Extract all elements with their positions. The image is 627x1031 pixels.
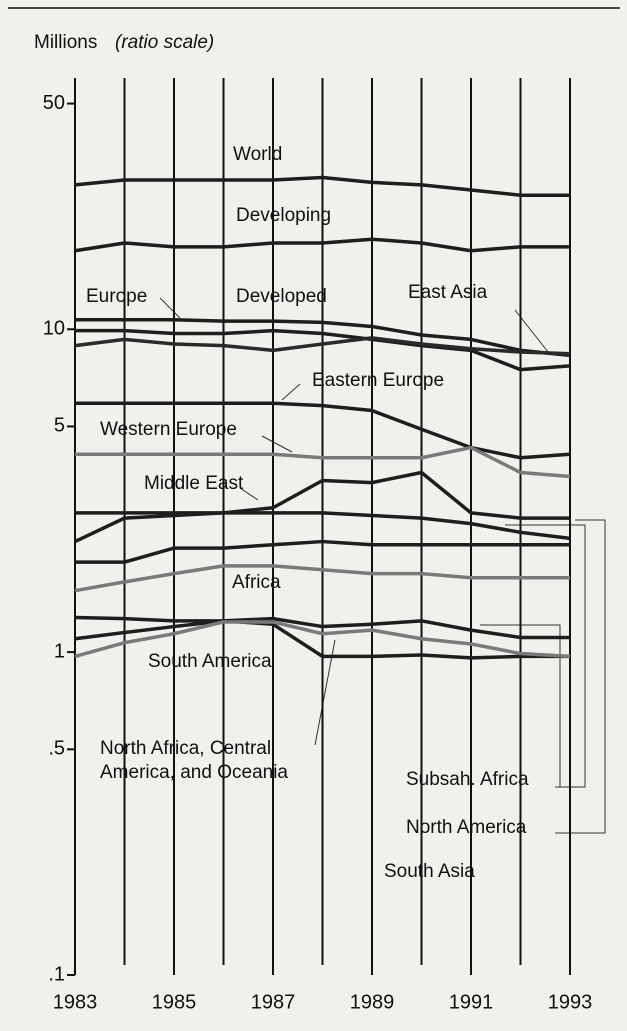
y-axis-label: Millions [34, 32, 98, 53]
series-label: Middle East [144, 473, 244, 494]
leader [239, 487, 259, 501]
bracket [555, 519, 606, 834]
series-label: World [233, 144, 283, 165]
series-label: Developing [236, 205, 332, 226]
series-label: South America [148, 651, 272, 672]
x-tick-label: 1991 [449, 991, 494, 1013]
series-line [74, 175, 570, 198]
series-label: Europe [86, 286, 148, 307]
series-line [75, 318, 571, 358]
y-tick-label: .1 [48, 963, 65, 985]
leader [261, 435, 293, 453]
y-tick-label: 5 [54, 415, 65, 437]
series-label: Eastern Europe [312, 370, 445, 391]
y-axis-note: (ratio scale) [115, 32, 215, 53]
series-label: Africa [232, 572, 281, 593]
series-line [74, 470, 570, 544]
series-line [75, 445, 571, 479]
y-tick-label: .5 [48, 738, 65, 760]
series-label: East Asia [408, 282, 488, 303]
series-label: Subsah. Africa [406, 769, 529, 790]
series-line [74, 237, 570, 253]
bracket [480, 624, 561, 787]
y-tick-label: 10 [43, 318, 65, 340]
x-tick-label: 1993 [548, 991, 593, 1013]
series-line [75, 511, 571, 541]
series-line [74, 615, 570, 640]
series-label: North Africa, Central America, and Ocean… [100, 738, 288, 783]
series-label: Western Europe [100, 419, 237, 440]
series-label: North America [406, 817, 527, 838]
series-line [74, 336, 571, 356]
series-line [75, 539, 570, 564]
series-line [74, 564, 570, 593]
series-line [74, 620, 571, 659]
leader [159, 297, 181, 319]
x-tick-label: 1983 [53, 991, 98, 1013]
x-tick-label: 1989 [350, 991, 395, 1013]
y-tick-label: 1 [54, 640, 65, 662]
series-line [75, 328, 571, 372]
series-label: Developed [236, 286, 327, 307]
y-tick-label: 50 [43, 92, 65, 114]
x-tick-label: 1987 [251, 991, 296, 1013]
series-line [75, 401, 571, 460]
x-tick-label: 1985 [152, 991, 197, 1013]
series-line [74, 619, 570, 660]
series-label: South Asia [384, 861, 475, 882]
leader [281, 383, 301, 401]
